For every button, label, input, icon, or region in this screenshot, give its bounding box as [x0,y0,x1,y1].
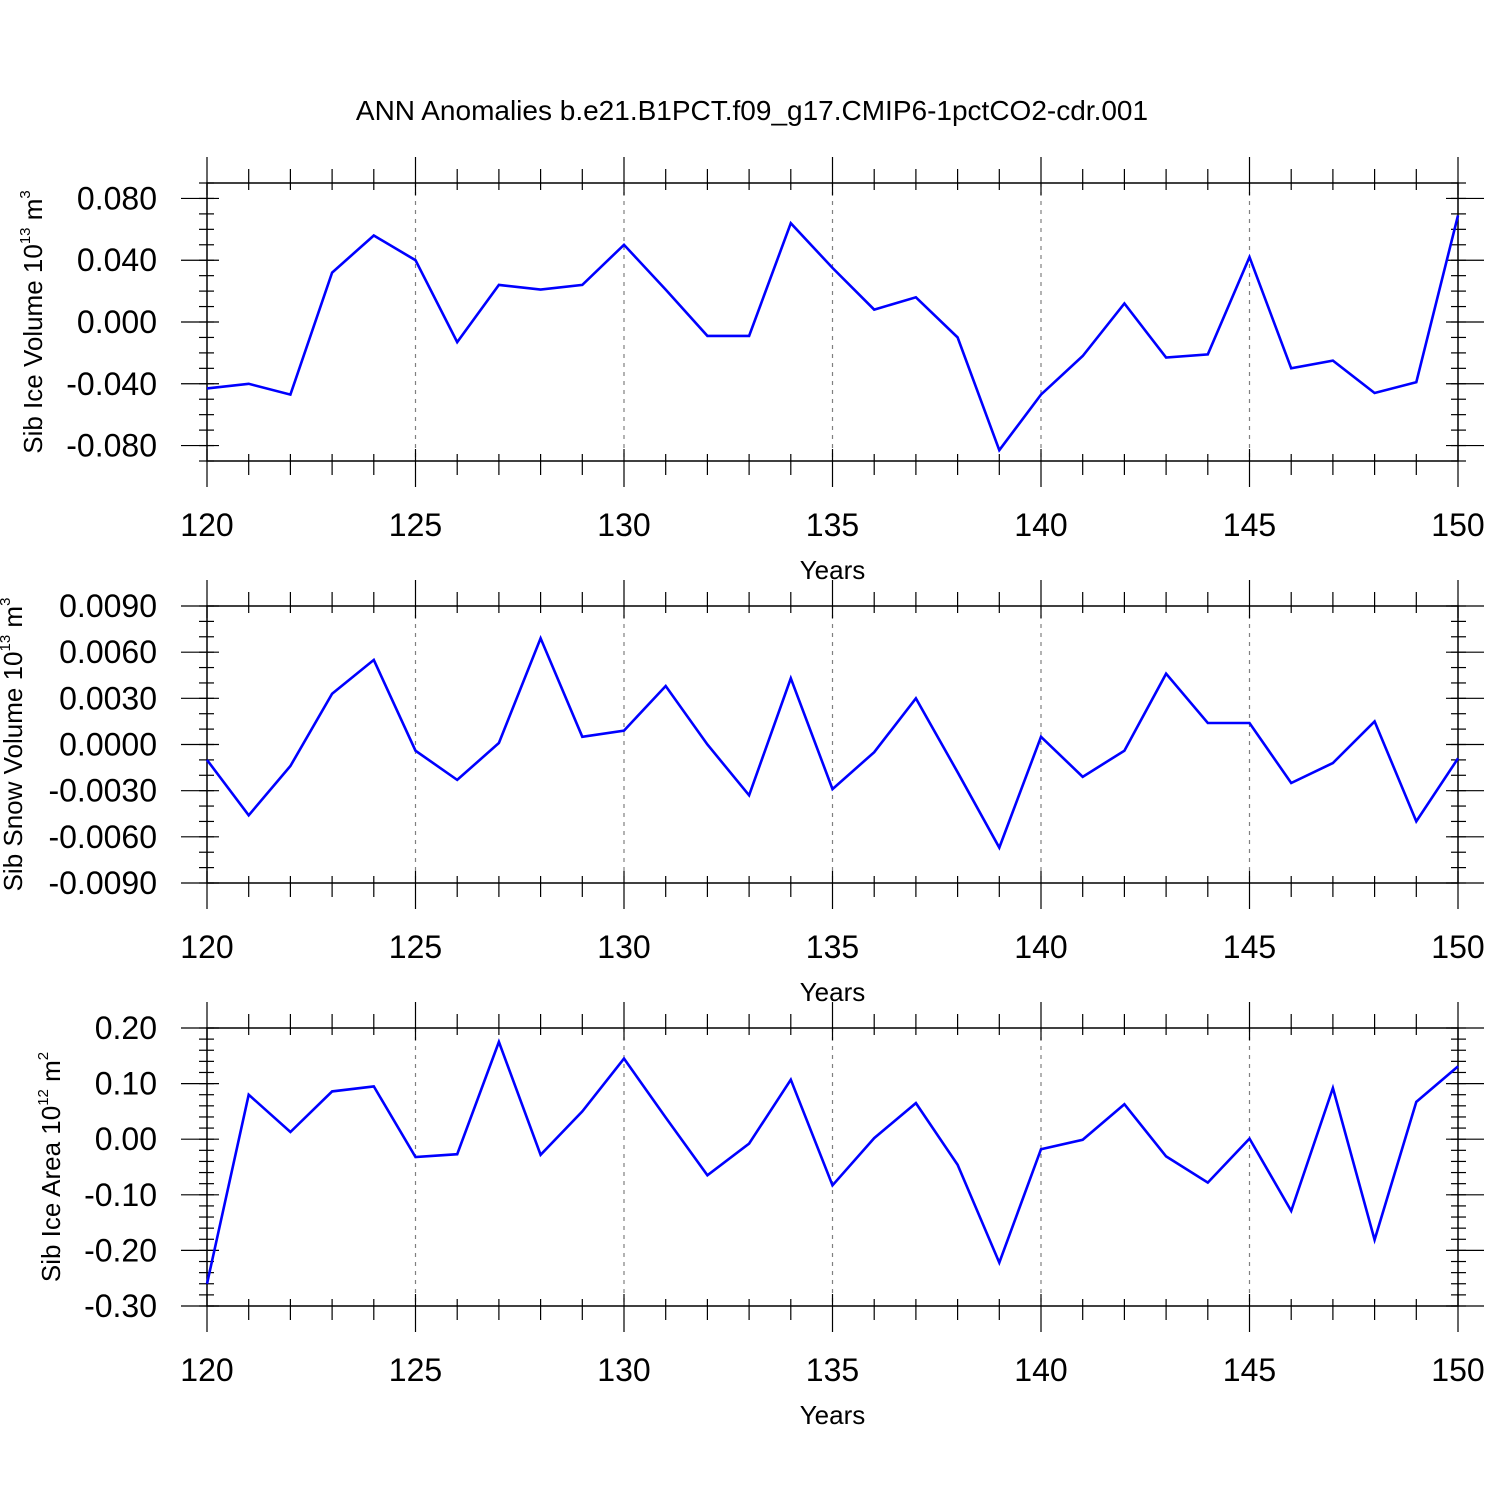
y-axis-label-unit-exponent: 3 [17,190,34,198]
x-tick-label: 150 [1431,1352,1484,1388]
x-tick-label: 145 [1223,1352,1276,1388]
y-axis-label-text: Sib Ice Area 10 [36,1106,66,1282]
x-tick-label: 120 [180,1352,233,1388]
y-tick-label: -0.0060 [48,819,157,855]
y-axis-label-unit-exponent: 2 [35,1052,52,1060]
y-tick-label: 0.00 [95,1121,157,1157]
x-tick-label: 150 [1431,929,1484,965]
y-tick-label: -0.20 [84,1232,157,1268]
x-tick-label: 135 [806,1352,859,1388]
x-tick-label: 125 [389,1352,442,1388]
chart-panel-2: 120 125 130 135 140 145 150Years-0.0090-0.0060… [0,580,1485,1007]
y-tick-label: 0.000 [77,304,157,340]
y-axis-label-exponent: 13 [0,635,14,652]
chart-panel-3: 120 125 130 135 140 145 150 Years -0.30 -0.20 -0.1… [35,1002,1485,1430]
series-line [205,1038,1459,1285]
x-tick-label: 120 [180,507,233,543]
y-axis-label: Sib Ice Area 1012 m2 [35,1052,66,1282]
y-tick-label: 0.0030 [59,680,157,716]
y-tick-label: -0.080 [66,428,157,464]
y-tick-label: 0.0090 [59,588,157,624]
y-tick-label: -0.10 [84,1177,157,1213]
x-tick-label: 125 [389,507,442,543]
y-axis-label: Sib Snow Volume 1013 m3 [0,598,28,892]
y-tick-label: 0.080 [77,180,157,216]
y-axis-label-exponent: 13 [17,227,34,244]
x-tick-label: 150 [1431,507,1484,543]
series-line [206,215,1460,453]
figure-title: ANN Anomalies b.e21.B1PCT.f09_g17.CMIP6-… [356,95,1148,126]
x-tick-label: 120 [180,929,233,965]
y-axis-label-text: Sib Ice Volume 10 [18,244,48,454]
x-tick-label: 135 [806,929,859,965]
y-axis-label: Sib Ice Volume 1013 m3 [17,190,48,454]
x-tick-label: 140 [1014,1352,1067,1388]
x-tick-label: 130 [597,507,650,543]
y-axis-label-text: Sib Snow Volume 10 [0,651,28,891]
y-tick-label: 0.10 [95,1066,157,1102]
panels: 120 125 130 135 140 145 150 Years -0.080 -0.040 0.… [0,157,1485,1430]
y-axis-label-unit: m [0,606,28,635]
y-tick-label: -0.30 [84,1288,157,1324]
x-tick-label: 130 [597,1352,650,1388]
y-tick-label: 0.0000 [59,727,157,763]
x-tick-label: 125 [389,929,442,965]
y-axis-label-exponent: 12 [35,1089,52,1106]
x-tick-label: 145 [1223,507,1276,543]
series-line [205,634,1460,851]
x-tick-label: 135 [806,507,859,543]
x-tick-label: 145 [1223,929,1276,965]
y-tick-label: -0.0030 [48,773,157,809]
y-tick-label: 0.0060 [59,634,157,670]
y-tick-label: 0.20 [95,1010,157,1046]
x-tick-label: 140 [1014,507,1067,543]
y-tick-label: -0.0090 [48,865,157,901]
y-tick-label: -0.040 [66,366,157,402]
y-tick-label: 0.040 [77,242,157,278]
chart-panel-1: 120 125 130 135 140 145 150Years-0.080-0.0400.… [17,157,1485,585]
y-axis-label-unit-exponent: 3 [0,598,14,606]
x-axis-label: Years [800,1400,866,1430]
x-tick-label: 130 [597,929,650,965]
y-axis-label-unit: m [18,199,48,228]
y-axis-label-unit: m [36,1060,66,1089]
x-tick-label: 140 [1014,929,1067,965]
